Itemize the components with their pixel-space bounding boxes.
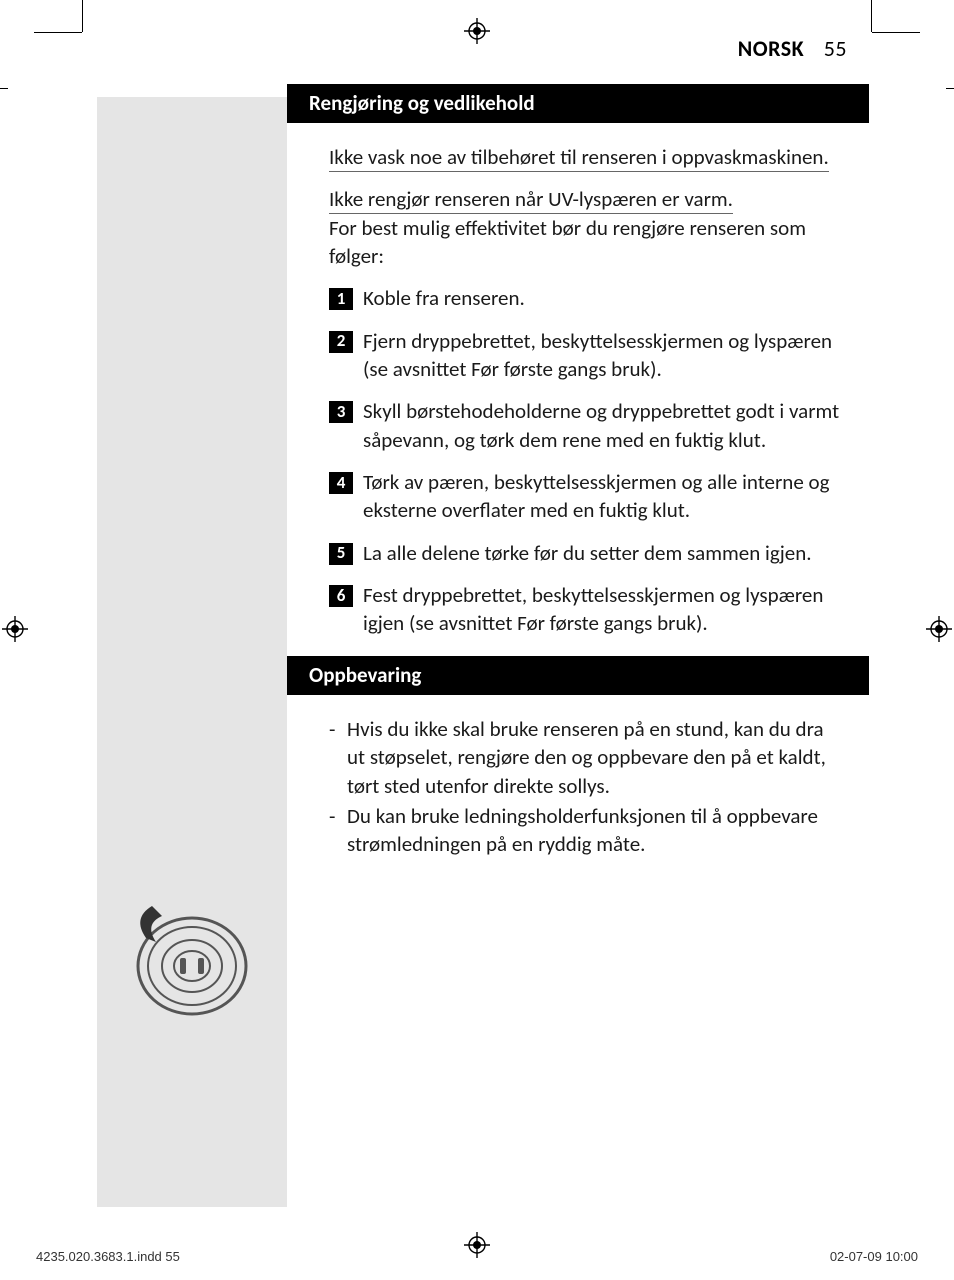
crop-mark xyxy=(871,0,872,32)
crop-mark xyxy=(872,32,920,33)
illustration-cord-wrap xyxy=(97,870,287,1046)
step-item: 2 Fjern dryppebrettet, beskyttelsesskjer… xyxy=(329,327,843,384)
step-item: 3 Skyll børstehodeholderne og dryppebret… xyxy=(329,397,843,454)
crop-mark xyxy=(34,32,82,33)
print-footer: 4235.020.3683.1.indd 55 02-07-09 10:00 xyxy=(36,1249,918,1264)
crop-mark xyxy=(0,88,8,89)
page-number: 55 xyxy=(824,35,847,62)
step-number: 2 xyxy=(329,331,353,353)
bullet-item: - Du kan bruke ledningsholderfunksjonen … xyxy=(329,802,843,859)
step-number: 4 xyxy=(329,472,353,494)
crop-mark xyxy=(946,88,954,89)
section-heading-storage: Oppbevaring xyxy=(287,656,869,695)
step-number: 1 xyxy=(329,288,353,310)
page-content: NORSK 55 Rengjøring og vedlikehold Ikke … xyxy=(85,35,869,1215)
crop-mark xyxy=(82,0,83,32)
language-label: NORSK xyxy=(738,35,804,62)
step-text: Fjern dryppebrettet, beskyttelsesskjerme… xyxy=(363,327,843,384)
bullet-item: - Hvis du ikke skal bruke renseren på en… xyxy=(329,715,843,800)
section-heading-cleaning: Rengjøring og vedlikehold xyxy=(287,84,869,123)
footer-timestamp: 02-07-09 10:00 xyxy=(830,1249,918,1264)
intro-paragraph: For best mulig effektivitet bør du rengj… xyxy=(329,214,843,271)
step-text: Tørk av pæren, beskyttelsesskjermen og a… xyxy=(363,468,843,525)
step-text: Koble fra renseren. xyxy=(363,284,843,312)
registration-mark-icon xyxy=(926,616,952,642)
step-item: 5 La alle delene tørke før du setter dem… xyxy=(329,539,843,567)
step-item: 6 Fest dryppebrettet, beskyttelsesskjerm… xyxy=(329,581,843,638)
bullet-dash: - xyxy=(329,802,347,830)
registration-mark-icon xyxy=(2,616,28,642)
step-item: 4 Tørk av pæren, beskyttelsesskjermen og… xyxy=(329,468,843,525)
step-number: 3 xyxy=(329,401,353,423)
bullet-text: Hvis du ikke skal bruke renseren på en s… xyxy=(347,715,843,800)
bullet-text: Du kan bruke ledningsholderfunksjonen ti… xyxy=(347,802,843,859)
footer-file: 4235.020.3683.1.indd 55 xyxy=(36,1249,180,1264)
running-head: NORSK 55 xyxy=(85,35,869,62)
step-number: 6 xyxy=(329,585,353,607)
warning-text: Ikke vask noe av tilbehøret til renseren… xyxy=(329,143,843,171)
step-number: 5 xyxy=(329,543,353,565)
step-text: Skyll børstehodeholderne og dryppebrette… xyxy=(363,397,843,454)
bullet-dash: - xyxy=(329,715,347,743)
step-text: Fest dryppebrettet, beskyttelsesskjermen… xyxy=(363,581,843,638)
warning-text: Ikke rengjør renseren når UV-lyspæren er… xyxy=(329,185,843,213)
step-text: La alle delene tørke før du setter dem s… xyxy=(363,539,843,567)
step-item: 1 Koble fra renseren. xyxy=(329,284,843,312)
